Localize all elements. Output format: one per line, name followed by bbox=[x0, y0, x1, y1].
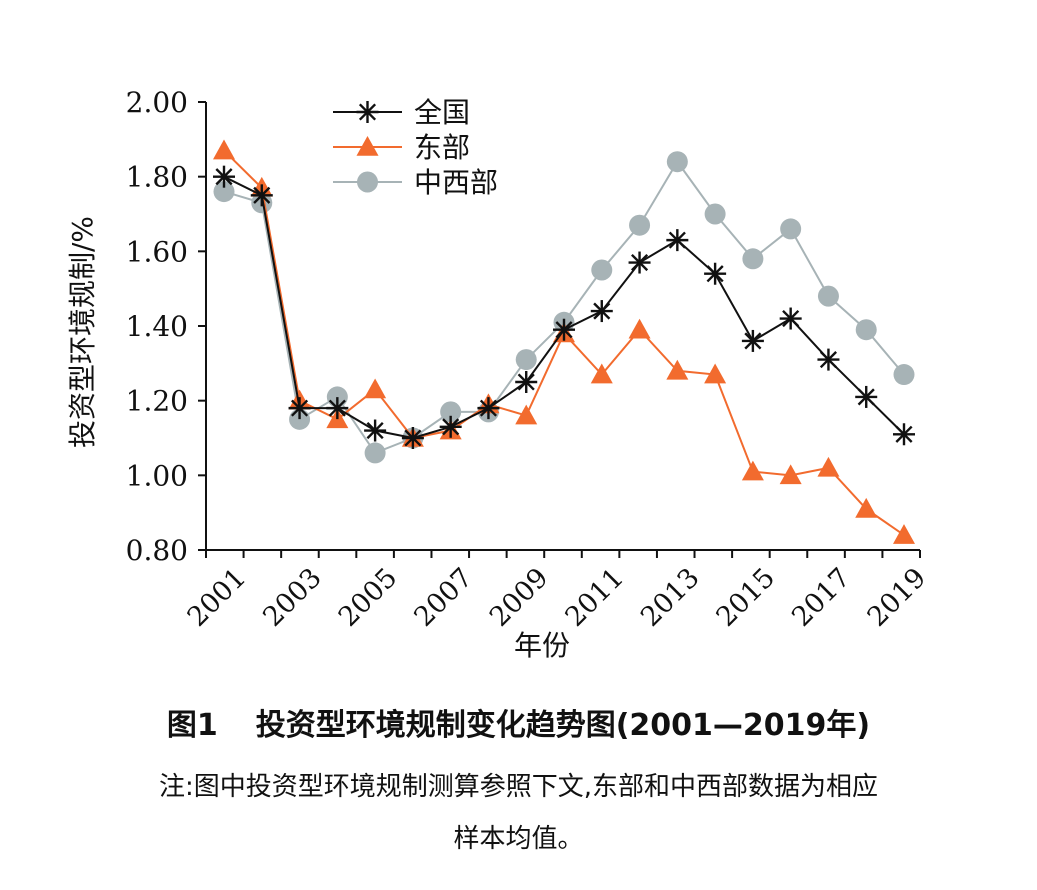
data-point bbox=[401, 427, 424, 449]
x-tick-label: 2003 bbox=[257, 562, 328, 633]
data-point bbox=[364, 442, 386, 464]
data-point bbox=[628, 251, 651, 274]
data-point bbox=[515, 404, 538, 425]
x-tick-label: 2005 bbox=[333, 562, 404, 633]
data-point bbox=[250, 184, 273, 207]
x-tick-label: 2017 bbox=[786, 562, 857, 633]
data-point bbox=[515, 371, 538, 393]
y-axis-label: 投资型环境规制/% bbox=[66, 216, 99, 448]
data-point bbox=[741, 460, 764, 481]
data-point bbox=[779, 307, 802, 330]
legend-label: 东部 bbox=[414, 131, 470, 164]
data-point bbox=[439, 415, 462, 438]
data-point bbox=[515, 349, 537, 371]
data-point bbox=[741, 329, 764, 352]
data-point bbox=[666, 359, 689, 380]
data-point bbox=[893, 423, 915, 446]
data-point bbox=[213, 181, 235, 203]
data-point bbox=[364, 419, 387, 442]
data-point bbox=[817, 285, 839, 307]
series-东部 bbox=[213, 139, 915, 544]
data-point bbox=[213, 139, 235, 160]
y-tick-label: 1.00 bbox=[126, 459, 188, 492]
data-point bbox=[477, 397, 500, 420]
data-point bbox=[893, 364, 915, 386]
data-point bbox=[628, 318, 651, 339]
data-point bbox=[704, 262, 727, 285]
data-point bbox=[440, 401, 462, 423]
x-tick-label: 2007 bbox=[408, 562, 479, 633]
y-tick-label: 1.40 bbox=[126, 310, 188, 343]
data-point bbox=[855, 497, 878, 518]
data-point bbox=[666, 229, 689, 252]
legend-marker bbox=[356, 101, 379, 123]
data-point bbox=[629, 214, 651, 236]
legend-item: 中西部 bbox=[333, 166, 498, 199]
legend-marker bbox=[356, 136, 379, 156]
series-line bbox=[223, 159, 905, 455]
data-point bbox=[288, 397, 311, 420]
data-point bbox=[553, 318, 575, 341]
series-line bbox=[223, 175, 905, 440]
figure-caption-title: 图1 投资型环境规制变化趋势图(2001—2019年) bbox=[0, 700, 1037, 744]
y-tick-label: 1.80 bbox=[126, 161, 188, 194]
data-point bbox=[666, 151, 688, 173]
data-point bbox=[364, 378, 387, 399]
series-中西部 bbox=[213, 151, 915, 464]
figure-note-line-1: 注:图中投资型环境规制测算参照下文,东部和中西部数据为相应 bbox=[158, 772, 879, 802]
data-point bbox=[779, 464, 802, 485]
figure-number: 图1 bbox=[166, 708, 218, 743]
x-tick-label: 2015 bbox=[711, 562, 782, 633]
data-point bbox=[817, 456, 840, 477]
y-tick-label: 0.80 bbox=[126, 534, 188, 567]
data-point bbox=[780, 218, 802, 240]
figure-title: 投资型环境规制变化趋势图(2001—2019年) bbox=[255, 708, 871, 743]
y-tick-label: 1.20 bbox=[126, 385, 188, 418]
legend-label: 全国 bbox=[414, 96, 470, 129]
data-point bbox=[855, 385, 878, 408]
data-point bbox=[855, 319, 877, 341]
figure-note-line-2: 样本均值。 bbox=[453, 824, 584, 854]
y-tick-label: 1.60 bbox=[126, 235, 188, 268]
data-point bbox=[704, 363, 727, 384]
x-tick-label: 2001 bbox=[182, 562, 253, 633]
data-point bbox=[213, 165, 235, 188]
data-point bbox=[817, 348, 840, 371]
data-point bbox=[704, 203, 726, 225]
x-axis-label: 年份 bbox=[514, 629, 570, 662]
legend-item: 全国 bbox=[333, 96, 470, 129]
y-tick-label: 2.00 bbox=[126, 86, 188, 119]
data-point bbox=[742, 248, 764, 270]
line-chart: 0.80 1.00 1.20 1.40 1.60 1.80 2.00 2001 2003 2005… bbox=[66, 86, 933, 662]
x-tick-label: 2019 bbox=[862, 562, 933, 633]
legend-marker bbox=[357, 171, 378, 193]
x-tick-label: 2011 bbox=[559, 562, 630, 633]
series-全国 bbox=[213, 165, 915, 449]
chart-series bbox=[213, 139, 915, 544]
x-tick-label: 2013 bbox=[635, 562, 706, 633]
legend-item: 东部 bbox=[333, 131, 470, 164]
data-point bbox=[590, 363, 613, 384]
data-point bbox=[591, 259, 613, 281]
x-tick-label: 2009 bbox=[484, 562, 555, 633]
legend-label: 中西部 bbox=[414, 166, 498, 199]
data-point bbox=[590, 300, 613, 323]
series-line bbox=[223, 149, 905, 536]
data-point bbox=[893, 524, 915, 544]
data-point bbox=[326, 397, 349, 420]
